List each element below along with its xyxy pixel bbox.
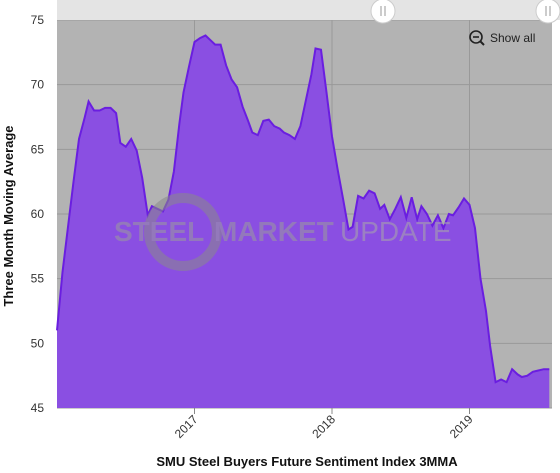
watermark-text-market: MARKET xyxy=(214,216,334,247)
show-all-label[interactable]: Show all xyxy=(490,31,535,45)
watermark-text-update: UPDATE xyxy=(340,216,452,247)
y-axis: 45 50 55 60 65 70 75 xyxy=(31,13,45,415)
x-axis: 2017 2018 2019 xyxy=(172,408,476,441)
x-tick-label: 2019 xyxy=(447,412,476,441)
x-axis-title: SMU Steel Buyers Future Sentiment Index … xyxy=(156,454,458,469)
grip-handle-icon xyxy=(380,6,386,16)
y-tick-label: 65 xyxy=(31,142,45,156)
show-all-button[interactable]: Show all xyxy=(469,30,535,46)
y-tick-label: 55 xyxy=(31,272,45,286)
x-tick-label: 2017 xyxy=(172,412,201,441)
y-tick-label: 75 xyxy=(31,13,45,27)
watermark-logo: STEEL MARKET UPDATE xyxy=(114,193,452,271)
y-tick-label: 45 xyxy=(31,401,45,415)
magnifier-minus-icon xyxy=(469,30,485,46)
watermark-ring-icon xyxy=(144,193,222,271)
navigator-handle-left[interactable] xyxy=(370,0,396,24)
range-navigator[interactable] xyxy=(57,0,560,20)
watermark-text-steel: STEEL xyxy=(114,216,204,247)
navigator-handle-right[interactable] xyxy=(535,0,560,24)
y-axis-title: Three Month Moving Average xyxy=(1,125,16,306)
series-line xyxy=(56,34,550,384)
x-tick-label: 2018 xyxy=(309,412,338,441)
series-area xyxy=(57,35,550,408)
grip-handle-icon xyxy=(545,6,551,16)
y-tick-label: 50 xyxy=(31,336,45,350)
y-tick-label: 60 xyxy=(31,207,45,221)
y-tick-label: 70 xyxy=(31,78,45,92)
